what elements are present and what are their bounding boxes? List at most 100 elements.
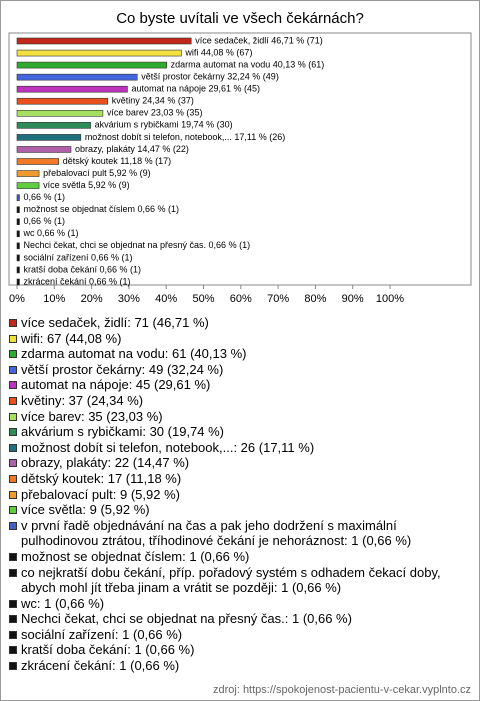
bar: [16, 146, 72, 153]
legend-swatch: [9, 506, 17, 515]
legend-item: zdarma automat na vodu: 61 (40,13 %): [9, 346, 471, 362]
legend-swatch: [9, 334, 17, 343]
legend-item: květiny: 37 (24,34 %): [9, 393, 471, 409]
bar: [16, 134, 82, 141]
legend-swatch: [9, 381, 17, 390]
bar: [16, 182, 40, 189]
bar: [16, 158, 60, 165]
legend-item: více světla: 9 (5,92 %): [9, 502, 471, 518]
value-label: automat na nápoje 29,61 % (45): [131, 84, 260, 94]
legend-item: možnost dobít si telefon, notebook,...: …: [9, 440, 471, 456]
bar: [16, 242, 20, 250]
legend-swatch: [9, 662, 17, 671]
value-label: více světla 5,92 % (9): [43, 180, 130, 190]
bar: [16, 194, 20, 201]
value-label: dětský koutek 11,18 % (17): [63, 156, 171, 166]
legend-label: více světla: 9 (5,92 %): [21, 502, 150, 518]
legend-item: Nechci čekat, chci se objednat na přesný…: [9, 611, 471, 627]
x-tick-label: 60%: [230, 293, 252, 305]
legend-label: obrazy, plakáty: 22 (14,47 %): [21, 455, 190, 471]
bar: [16, 206, 20, 213]
value-label: větší prostor čekárny 32,24 % (49): [141, 72, 279, 82]
x-tick-label: 70%: [267, 293, 289, 305]
legend-swatch: [9, 568, 17, 577]
x-tick-label: 50%: [192, 293, 214, 305]
value-label: obrazy, plakáty 14,47 % (22): [75, 144, 189, 154]
value-label: sociální zařízení 0,66 % (1): [23, 252, 132, 262]
value-label: kratší doba čekání 0,66 % (1): [23, 264, 141, 274]
legend-item: kratší doba čekání: 1 (0,66 %): [9, 642, 471, 658]
legend-item: v první řadě objednávání na čas a pak je…: [9, 518, 471, 549]
value-label: květiny 24,34 % (37): [112, 96, 194, 106]
value-label: Nechci čekat, chci se objednat na přesný…: [23, 240, 250, 250]
bar: [16, 266, 20, 274]
legend-item: wc: 1 (0,66 %): [9, 596, 471, 612]
value-label: možnost dobít si telefon, notebook,... 1…: [85, 132, 285, 142]
bar: [16, 61, 167, 69]
legend-swatch: [9, 630, 17, 639]
legend-item: automat na nápoje: 45 (29,61 %): [9, 377, 471, 393]
value-label: zkrácení čekání 0,66 % (1): [23, 276, 130, 286]
legend-swatch: [9, 350, 17, 359]
x-tick-label: 90%: [342, 293, 364, 305]
legend-item: více sedaček, židlí: 71 (46,71 %): [9, 315, 471, 331]
bar: [16, 73, 138, 81]
bar: [16, 278, 20, 286]
bar: [16, 85, 128, 93]
legend-label: co nejkratší dobu čekání, příp. pořadový…: [21, 564, 441, 596]
legend-swatch: [9, 428, 17, 437]
value-label: wc 0,66 % (1): [22, 228, 78, 238]
legend-swatch: [9, 599, 17, 608]
legend-label: Nechci čekat, chci se objednat na přesný…: [21, 611, 352, 627]
source: zdroj: https://spokojenost-pacientu-v-ce…: [212, 684, 471, 696]
legend-label: v první řadě objednávání na čas a pak je…: [21, 517, 412, 549]
legend-label: zkrácení čekání: 1 (0,66 %): [21, 658, 180, 674]
legend-label: více sedaček, židlí: 71 (46,71 %): [21, 315, 209, 330]
legend-label: dětský koutek: 17 (11,18 %): [21, 470, 182, 486]
legend-item: sociální zařízení: 1 (0,66 %): [9, 627, 471, 643]
value-label: 0,66 % (1): [23, 192, 65, 202]
chart: Co byste uvítali ve všech čekárnách? 0% 1…: [8, 10, 472, 305]
legend-label: wifi: 67 (44,08 %): [21, 330, 122, 346]
legend-swatch: [9, 552, 17, 561]
legend-item: obrazy, plakáty: 22 (14,47 %): [9, 455, 471, 471]
bar: [16, 230, 20, 238]
bar: [16, 110, 104, 117]
legend-item: dětský koutek: 17 (11,18 %): [9, 471, 471, 487]
x-tick-label: 20%: [81, 293, 103, 305]
x-tick-label: 0%: [9, 293, 25, 305]
legend-label: přebalovací pult: 9 (5,92 %): [21, 486, 180, 502]
legend-item: větší prostor čekárny: 49 (32,24 %): [9, 362, 471, 378]
value-label: zdarma automat na vodu 40,13 % (61): [171, 59, 325, 69]
plot-frame: [8, 32, 472, 286]
bar: [16, 122, 91, 129]
legend-label: wc: 1 (0,66 %): [21, 595, 105, 611]
legend-swatch: [9, 443, 17, 452]
legend-item: co nejkratší dobu čekání, příp. pořadový…: [9, 565, 471, 596]
legend-item: možnost se objednat číslem: 1 (0,66 %): [9, 549, 471, 565]
legend-swatch: [9, 474, 17, 483]
legend-item: zkrácení čekání: 1 (0,66 %): [9, 658, 471, 674]
legend-label: automat na nápoje: 45 (29,61 %): [21, 377, 211, 393]
legend-swatch: [9, 412, 17, 421]
value-label: akvárium s rybičkami 19,74 % (30): [95, 120, 233, 130]
value-label: více sedaček, židlí 46,71 % (71): [195, 35, 323, 45]
legend-label: možnost se objednat číslem: 1 (0,66 %): [21, 548, 250, 564]
legend-swatch: [9, 459, 17, 468]
legend-label: zdarma automat na vodu: 61 (40,13 %): [21, 346, 247, 362]
value-label: 0,66 % (1): [23, 216, 65, 226]
x-tick-label: 80%: [304, 293, 326, 305]
value-label: přebalovací pult 5,92 % (9): [43, 168, 151, 178]
bar: [16, 49, 182, 57]
legend-swatch: [9, 365, 17, 374]
legend-swatch: [9, 521, 17, 530]
legend-item: akvárium s rybičkami: 30 (19,74 %): [9, 424, 471, 440]
value-label: více barev 23,03 % (35): [107, 108, 203, 118]
legend-swatch: [9, 615, 17, 624]
legend-label: větší prostor čekárny: 49 (32,24 %): [21, 361, 224, 377]
x-tick-label: 30%: [118, 293, 140, 305]
legend: více sedaček, židlí: 71 (46,71 %) wifi: 6…: [9, 315, 471, 674]
bar: [16, 254, 20, 262]
legend-label: více barev: 35 (23,03 %): [21, 408, 163, 424]
